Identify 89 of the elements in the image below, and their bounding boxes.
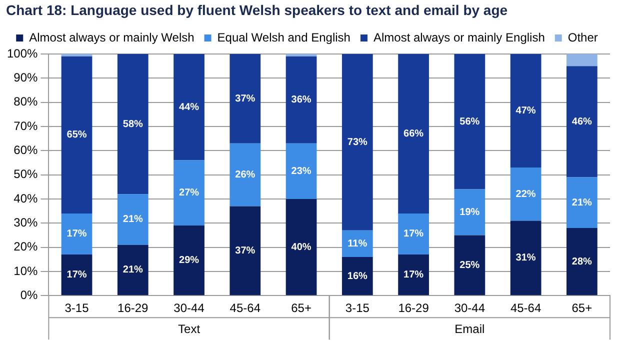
bar [230,206,261,296]
x-tick-label: 65+ [291,301,312,316]
data-label: 65% [66,130,87,141]
data-label: 27% [179,188,200,199]
x-tick-label: 30-44 [454,301,486,316]
data-label: 36% [291,94,312,106]
y-tick-label: 20% [14,240,38,254]
legend-label: Other [568,30,598,44]
y-tick-label: 60% [14,142,38,157]
legend-label: Almost always or mainly English [373,30,545,44]
bar [342,256,373,296]
data-label: 37% [235,245,256,256]
data-label: 23% [291,166,312,177]
bar [510,54,542,168]
x-tick-label: 65+ [572,301,592,316]
data-label: 47% [516,106,536,117]
data-label: 26% [235,170,256,181]
bar [566,54,598,66]
bar [398,254,429,296]
bar [286,56,317,144]
chart-title: Chart 18: Language used by fluent Welsh speakers to text and email by age [6,2,508,18]
bar [454,54,486,190]
bar [566,66,598,178]
data-label: 16% [347,270,368,282]
y-tick-label: 40% [14,191,38,206]
bar [510,168,542,221]
data-label: 21% [122,214,144,226]
bar [117,194,148,245]
y-tick-label: 80% [14,94,38,109]
bar [61,56,92,214]
y-tick-label: 70% [14,118,38,133]
data-label: 21% [572,197,592,208]
y-tick-label: 10% [14,264,38,278]
y-tick-label: 0% [20,288,38,302]
bar [510,220,542,296]
data-label: 17% [66,270,87,281]
data-label: 40% [291,242,312,253]
data-label: 11% [348,238,368,250]
bar [454,189,486,236]
bar [117,244,148,296]
data-label: 58% [122,118,144,130]
bar [342,54,373,230]
legend-label: Equal Welsh and English [217,30,350,44]
bar [398,54,429,214]
y-tick-label: 90% [14,70,38,84]
bar [230,143,261,206]
data-label: 56% [460,116,480,128]
y-tick-label: 30% [14,215,38,230]
y-tick-label: 100% [6,46,38,60]
data-label: 37% [235,93,256,104]
bar [174,54,204,160]
data-label: 29% [179,255,200,266]
data-label: 66% [404,128,424,140]
data-label: 25% [460,260,480,271]
data-label: 31% [516,252,536,264]
data-label: 21% [122,264,144,276]
bar [230,54,261,144]
x-tick-label: 45-64 [230,301,261,316]
bar [174,160,204,226]
data-label: 17% [404,270,424,281]
bar [174,226,204,296]
bar [398,213,429,255]
bar [566,228,598,296]
x-tick-label: 3-15 [64,301,90,316]
bar [286,198,317,296]
x-tick-label: 30-44 [174,301,205,316]
bar [342,230,373,257]
data-label: 28% [572,256,592,268]
data-label: 17% [66,228,87,240]
bar [566,177,598,228]
data-label: 17% [404,228,424,240]
y-tick-label: 50% [14,167,38,182]
text: Email [454,322,485,336]
bar [286,143,317,199]
bar [117,54,148,194]
data-label: 22% [516,188,536,200]
x-tick-label: 16-29 [118,301,149,316]
bar [454,235,486,296]
data-label: 46% [572,116,592,128]
x-tick-label: 45-64 [510,301,542,316]
bar [61,213,92,255]
data-label: 44% [179,102,200,113]
x-tick-label: 16-29 [398,301,430,316]
x-tick-label: 3-15 [345,301,370,316]
data-label: 73% [347,136,368,148]
legend-label: Almost always or mainly Welsh [29,30,194,44]
bar [61,254,92,296]
data-label: 19% [460,207,480,218]
text: Text [178,322,201,336]
